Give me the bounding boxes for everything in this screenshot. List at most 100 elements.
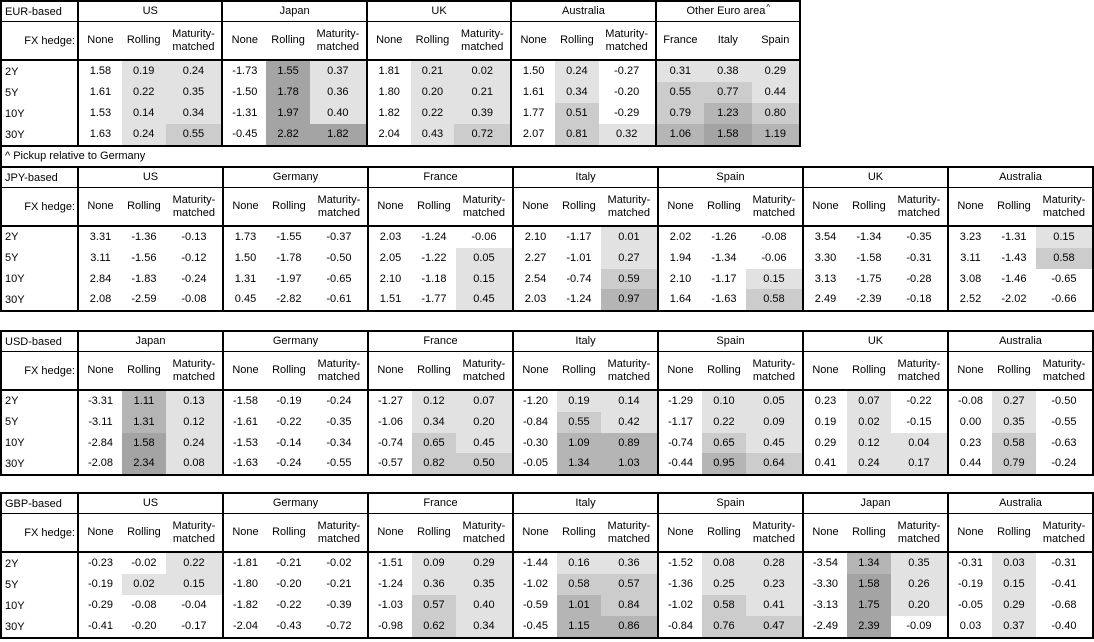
value-cell: 0.58 xyxy=(1035,247,1092,269)
value-cell: 0.35 xyxy=(455,574,512,595)
value-cell: 1.31 xyxy=(122,411,166,433)
hedge-type-header: Maturity-matched xyxy=(462,357,506,383)
value-cell: -0.05 xyxy=(522,457,549,470)
value-cell: 1.34 xyxy=(847,553,891,574)
value-cell: -2.39 xyxy=(847,289,891,310)
value-cell: 0.45 xyxy=(234,293,257,306)
value-cell: 0.55 xyxy=(656,82,705,103)
value-cell: 0.35 xyxy=(992,411,1036,433)
country-group-header: Spain xyxy=(716,171,745,184)
country-group: 2.49 -2.39 -0.18 xyxy=(802,289,947,310)
country-group: -1.03 0.57 0.40 xyxy=(367,595,512,616)
value-cell: 1.58 xyxy=(847,574,891,595)
value-cell: 0.09 xyxy=(745,411,802,433)
value-cell: -1.55 xyxy=(267,227,311,248)
value-cell: -1.77 xyxy=(412,289,456,310)
value-cell: 1.23 xyxy=(704,103,752,124)
value-cell: -0.05 xyxy=(957,599,984,612)
country-group: -1.17 0.22 0.09 xyxy=(657,411,802,433)
value-cell: 0.02 xyxy=(847,411,891,433)
value-cell: -0.20 xyxy=(267,574,311,595)
value-cell: -1.46 xyxy=(992,268,1036,290)
value-cell: 0.00 xyxy=(959,415,982,428)
value-cell: -0.15 xyxy=(890,411,947,433)
country-group: -1.24 0.36 0.35 xyxy=(367,574,512,595)
value-cell: -0.44 xyxy=(667,457,694,470)
value-cell: -0.65 xyxy=(1035,268,1092,290)
country-group: -1.36 0.25 0.23 xyxy=(657,574,802,595)
hedge-type-header: Rolling xyxy=(415,34,450,47)
hedge-type-header: Maturity-matched xyxy=(897,357,941,383)
table-usd-based: USD-based Japan Germany France Italy Spain UK A… xyxy=(0,330,1094,476)
table-row: 10Y -2.84 1.58 0.24 -1.53 -0.14 -0.34 -0.74 0.65… xyxy=(2,432,1092,454)
country-group-header: Australia xyxy=(999,171,1042,184)
value-cell: -0.35 xyxy=(890,227,947,248)
country-group: -0.29 -0.08 -0.04 xyxy=(77,595,222,616)
hedge-type-header: Maturity-matched xyxy=(752,519,796,545)
value-cell: 2.27 xyxy=(524,251,547,264)
country-group-header: Germany xyxy=(272,497,319,510)
value-cell: 3.54 xyxy=(814,231,837,244)
country-group: US xyxy=(77,494,222,513)
value-cell: -1.26 xyxy=(702,227,746,248)
tenor-label: 30Y xyxy=(5,128,25,141)
value-cell: -2.08 xyxy=(87,457,114,470)
value-cell: -0.55 xyxy=(310,453,367,474)
value-cell: -0.31 xyxy=(957,557,984,570)
country-group: None Rolling Maturity-matched xyxy=(512,514,657,551)
country-group: France xyxy=(367,494,512,513)
tenor-label: 2Y xyxy=(5,395,19,408)
country-group: None Rolling Maturity-matched xyxy=(802,188,947,225)
country-group: None Rolling Maturity-matched xyxy=(657,188,802,225)
table-row: 10Y -0.29 -0.08 -0.04 -1.82 -0.22 -0.39 -1.03 0.… xyxy=(2,595,1092,616)
value-cell: -1.78 xyxy=(267,247,311,269)
value-cell: 2.10 xyxy=(524,231,547,244)
value-cell: 1.82 xyxy=(378,107,400,120)
country-group-header: Italy xyxy=(575,335,596,348)
country-group: Australia xyxy=(510,2,654,21)
value-cell: -1.31 xyxy=(232,107,258,120)
country-group: 2.27 -1.01 0.27 xyxy=(512,247,657,269)
hedge-type-header: None xyxy=(667,526,694,539)
value-cell: 0.02 xyxy=(454,61,511,82)
value-cell: -1.29 xyxy=(667,395,694,408)
country-group: 3.11 -1.56 -0.12 xyxy=(77,247,222,269)
country-group: 1.61 0.22 0.35 xyxy=(77,82,222,103)
value-cell: -0.22 xyxy=(267,411,311,433)
country-header-row: EUR-based US Japan UK Australia Other Euro ar… xyxy=(2,2,799,22)
value-cell: 1.51 xyxy=(379,293,402,306)
value-cell: -1.52 xyxy=(667,557,694,570)
value-cell: 0.02 xyxy=(122,574,166,595)
country-group: None Rolling Maturity-matched xyxy=(365,22,510,59)
value-cell: -0.24 xyxy=(310,391,367,412)
value-cell: -3.30 xyxy=(812,578,839,591)
country-group: None Rolling Maturity-matched xyxy=(77,514,222,551)
value-cell: -0.41 xyxy=(1035,574,1092,595)
value-cell: 0.64 xyxy=(745,453,802,474)
value-cell: -0.12 xyxy=(165,247,222,269)
value-cell: 0.08 xyxy=(165,453,222,474)
country-group: -1.20 0.19 0.14 xyxy=(512,391,657,412)
value-cell: 1.58 xyxy=(704,124,752,145)
country-group: None Rolling Maturity-matched xyxy=(77,352,222,389)
tenor-label: 2Y xyxy=(5,231,19,244)
country-group: 0.79 1.23 0.80 xyxy=(654,103,800,124)
value-cell: 0.29 xyxy=(992,595,1036,616)
hedge-type-header: None xyxy=(812,364,839,377)
value-cell: 1.53 xyxy=(89,107,112,120)
hedge-type-header: Rolling xyxy=(707,364,741,377)
country-group: 0.00 0.35 -0.55 xyxy=(947,411,1092,433)
table-row: 5Y 3.11 -1.56 -0.12 1.50 -1.78 -0.50 2.05 -1.22 0… xyxy=(2,247,1092,269)
value-cell: -0.84 xyxy=(522,415,549,428)
hedge-type-header: Maturity-matched xyxy=(1042,519,1086,545)
hedge-type-header: Rolling xyxy=(127,200,161,213)
value-cell: 0.03 xyxy=(992,553,1036,574)
value-cell: -1.36 xyxy=(122,227,166,248)
country-group: Australia xyxy=(947,494,1092,513)
hedge-type-header: None xyxy=(522,526,549,539)
value-cell: -0.23 xyxy=(87,557,114,570)
country-group-header: Australia xyxy=(999,335,1042,348)
value-cell: 0.22 xyxy=(121,82,166,103)
value-cell: 0.39 xyxy=(454,103,511,124)
value-cell: -0.24 xyxy=(1035,453,1092,474)
